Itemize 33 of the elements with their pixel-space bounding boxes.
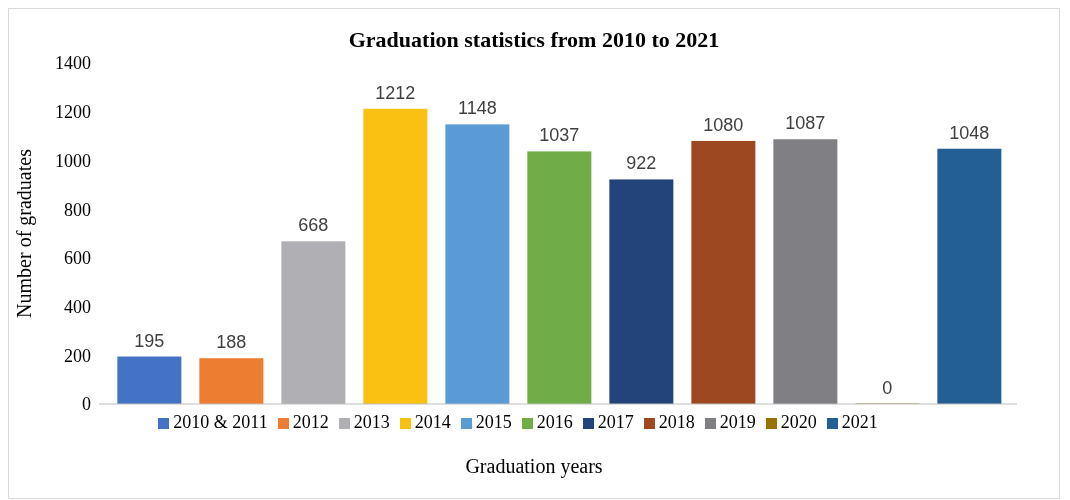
legend-label: 2014 bbox=[414, 412, 451, 432]
y-tick-label: 600 bbox=[64, 248, 91, 269]
legend-label: 2013 bbox=[353, 412, 390, 432]
data-label: 195 bbox=[134, 330, 165, 351]
legend-label: 2010 & 2011 bbox=[173, 412, 268, 432]
data-label: 1037 bbox=[539, 125, 580, 146]
legend-label: 2015 bbox=[475, 412, 512, 432]
legend-label: 2018 bbox=[658, 412, 695, 432]
legend-label: 2020 bbox=[780, 412, 817, 432]
y-tick-label: 1000 bbox=[55, 150, 91, 171]
data-label: 1148 bbox=[458, 98, 497, 119]
data-label: 1080 bbox=[703, 114, 744, 135]
data-label: 1087 bbox=[785, 113, 826, 134]
data-label: 668 bbox=[298, 215, 329, 236]
y-tick-label: 0 bbox=[82, 394, 91, 415]
data-label: 0 bbox=[882, 378, 893, 398]
data-label: 188 bbox=[216, 332, 247, 353]
legend-label: 2012 bbox=[292, 412, 329, 432]
y-tick-label: 400 bbox=[64, 296, 91, 317]
data-label: 1212 bbox=[375, 82, 416, 103]
legend-label: 2021 bbox=[841, 412, 878, 432]
legend-label: 2017 bbox=[597, 412, 634, 432]
y-axis-title: Number of graduates bbox=[13, 148, 37, 318]
y-tick-label: 200 bbox=[64, 345, 91, 366]
chart-title: Graduation statistics from 2010 to 2021 bbox=[347, 27, 721, 53]
y-tick-label: 1400 bbox=[55, 53, 91, 74]
legend-label: 2019 bbox=[719, 412, 756, 432]
data-label: 1048 bbox=[949, 122, 990, 143]
data-label: 922 bbox=[626, 153, 657, 174]
y-tick-label: 800 bbox=[64, 199, 91, 220]
y-tick-label: 1200 bbox=[55, 102, 91, 123]
legend-label: 2016 bbox=[536, 412, 573, 432]
x-axis-title: Graduation years bbox=[464, 455, 604, 478]
